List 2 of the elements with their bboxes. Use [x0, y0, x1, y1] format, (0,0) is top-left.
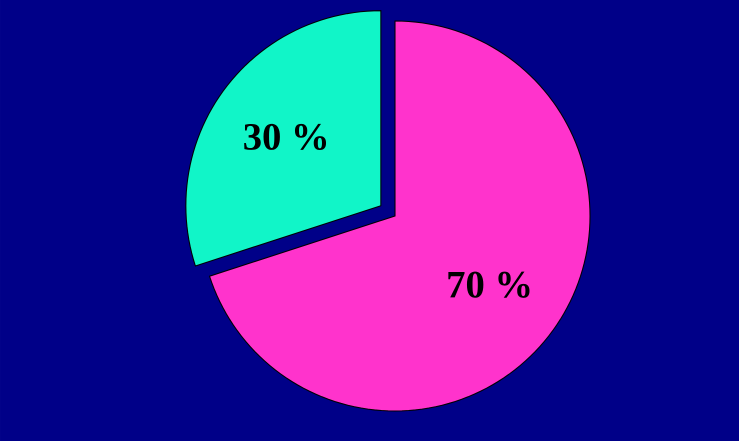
data-label: 30 %	[244, 124, 326, 150]
data-label: 70 %	[448, 272, 530, 298]
